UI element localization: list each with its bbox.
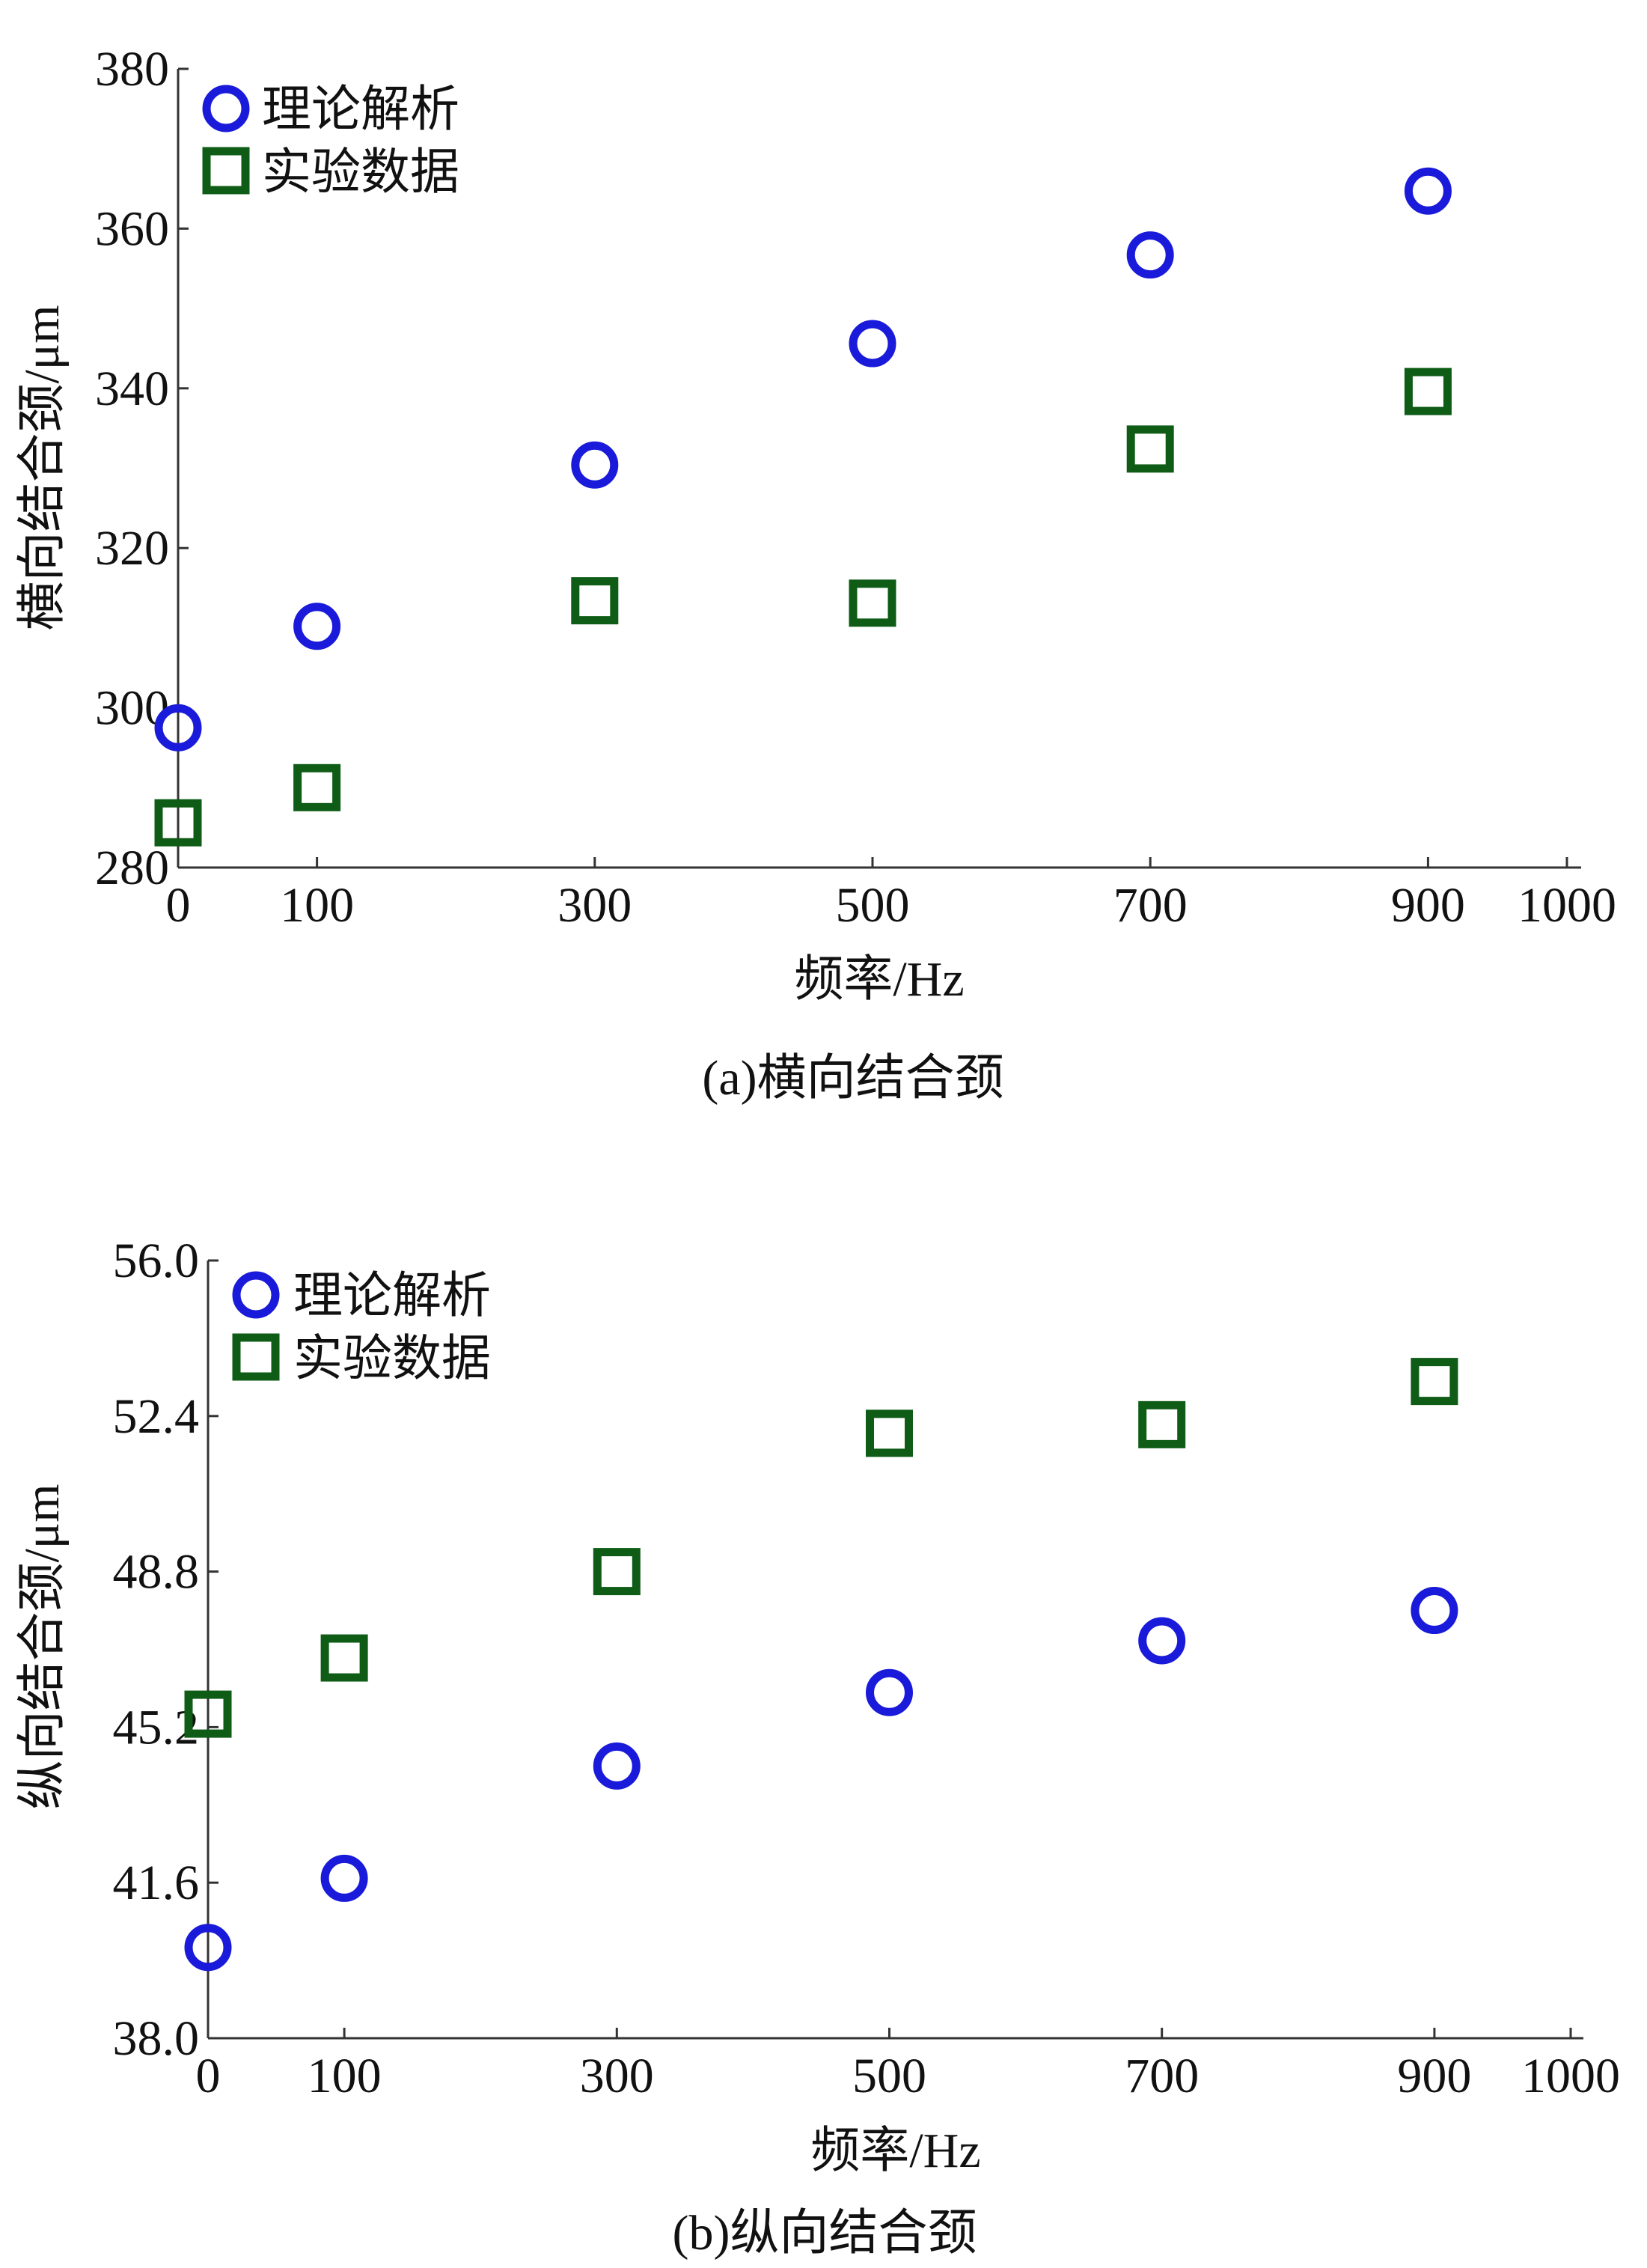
- chart-a-theory-point: [1404, 167, 1452, 215]
- chart-b-xtick-label: 700: [1125, 2049, 1199, 2103]
- chart-b-theory-point: [1138, 1617, 1186, 1665]
- chart-b-legend-circle-icon: [232, 1271, 280, 1319]
- chart-b-theory-point: [184, 1924, 232, 1972]
- chart-b-ytick-label: 48.8: [113, 1545, 200, 1600]
- chart-b-legend-label-experiment: 实验数据: [293, 1332, 491, 1386]
- chart-b-xtick-label: 900: [1397, 2049, 1471, 2103]
- chart-b-xtick-label: 500: [852, 2049, 926, 2103]
- chart-a-ylabel: 横向结合颈/μm: [15, 305, 70, 630]
- chart-b-longitudinal-neck: 38.041.645.248.852.456.0 0 100 300 500 700 90…: [15, 1234, 1620, 2261]
- chart-a-ytick-label: 280: [95, 841, 169, 895]
- chart-a-legend-square-icon: [202, 147, 250, 195]
- chart-b-theory-point: [320, 1854, 368, 1902]
- chart-a-xtick-label: 300: [557, 878, 632, 933]
- chart-b-ytick-label: 56.0: [113, 1234, 200, 1288]
- chart-b-xtick-label: 1000: [1521, 2049, 1620, 2103]
- chart-a-legend-label-theory: 理论解析: [262, 82, 459, 137]
- chart-b-experiment-point: [1138, 1400, 1186, 1448]
- chart-a-caption: (a)横向结合颈: [702, 1051, 1003, 1106]
- chart-a-theory-point: [293, 603, 341, 650]
- chart-b-experiment-point: [866, 1409, 913, 1457]
- chart-a-theory-point: [154, 704, 202, 752]
- chart-a-experiment-point: [571, 577, 619, 625]
- chart-b-experiment-point: [593, 1548, 641, 1596]
- chart-a-experiment-point: [154, 799, 202, 847]
- chart-a-legend-label-experiment: 实验数据: [262, 145, 459, 200]
- chart-b-experiment-point: [184, 1690, 232, 1738]
- chart-b-theory-point: [1411, 1587, 1458, 1635]
- chart-b-xlabel: 频率/Hz: [810, 2124, 980, 2178]
- chart-b-ytick-label: 52.4: [113, 1389, 200, 1444]
- chart-b-xtick-label: 0: [196, 2049, 221, 2103]
- chart-b-experiment-point: [1411, 1358, 1458, 1406]
- chart-a-xtick-label: 900: [1391, 878, 1465, 933]
- chart-a-ytick-label: 340: [95, 362, 169, 416]
- chart-a-xtick-label: 500: [836, 878, 910, 933]
- chart-b-xtick-label: 100: [308, 2049, 382, 2103]
- chart-a-theory-point: [571, 441, 619, 489]
- chart-a-experiment-point: [293, 763, 341, 811]
- chart-b-legend: 理论解析 实验数据: [232, 1269, 491, 1386]
- chart-a-experiment-point: [849, 579, 896, 627]
- chart-a-xlabel: 频率/Hz: [794, 952, 964, 1007]
- chart-b-ytick-label: 41.6: [113, 1856, 200, 1910]
- chart-b-theory-point: [866, 1668, 913, 1716]
- chart-a-ytick-label: 320: [95, 521, 169, 576]
- chart-a-experiment-point: [1126, 425, 1174, 473]
- chart-b-ytick-label: 38.0: [113, 2011, 200, 2066]
- chart-a-legend-circle-icon: [202, 85, 250, 132]
- chart-a-xtick-label: 100: [280, 878, 354, 933]
- chart-b-theory-point: [593, 1742, 641, 1790]
- chart-a-ytick-label: 380: [95, 42, 169, 97]
- chart-b-legend-square-icon: [232, 1333, 280, 1381]
- chart-b-caption: (b)纵向结合颈: [673, 2206, 977, 2261]
- chart-b-xtick-label: 300: [580, 2049, 654, 2103]
- chart-a-xtick-label: 1000: [1518, 878, 1616, 933]
- chart-a-xtick-label: 0: [166, 878, 191, 933]
- chart-a-theory-point: [849, 320, 896, 368]
- chart-a-ytick-label: 360: [95, 201, 169, 256]
- chart-b-ylabel: 纵向结合颈/μm: [15, 1484, 70, 1809]
- chart-a-legend: 理论解析 实验数据: [202, 82, 459, 200]
- chart-b-experiment-point: [320, 1634, 368, 1682]
- chart-a-theory-point: [1126, 231, 1174, 279]
- chart-a-experiment-point: [1404, 368, 1452, 415]
- chart-a-xtick-label: 700: [1113, 878, 1188, 933]
- chart-b-legend-label-theory: 理论解析: [293, 1269, 491, 1323]
